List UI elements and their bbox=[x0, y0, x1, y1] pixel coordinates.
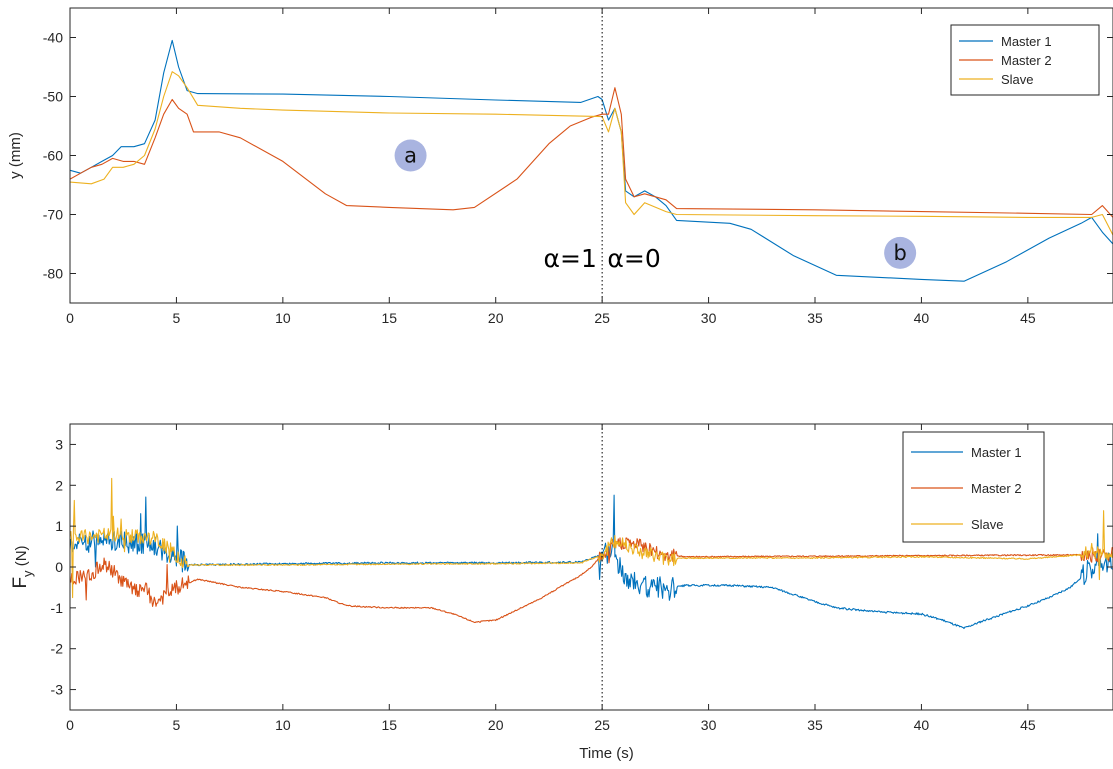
x-tick-label: 10 bbox=[275, 310, 291, 326]
legend-entry: Slave bbox=[1001, 72, 1034, 87]
alpha-annotation: α=0 bbox=[607, 244, 660, 273]
y-axis-label: Fy (N) bbox=[10, 545, 35, 588]
y-tick-label: -3 bbox=[51, 682, 64, 698]
x-tick-label: 45 bbox=[1020, 310, 1036, 326]
x-tick-label: 30 bbox=[701, 310, 717, 326]
x-tick-label: 5 bbox=[173, 310, 181, 326]
series-line-master-2 bbox=[70, 537, 1113, 624]
y-tick-label: -40 bbox=[43, 30, 63, 46]
x-tick-label: 20 bbox=[488, 310, 504, 326]
y-tick-label: -60 bbox=[43, 148, 63, 164]
x-tick-label: 40 bbox=[914, 310, 930, 326]
x-tick-label: 20 bbox=[488, 717, 504, 733]
y-axis-label: y (mm) bbox=[7, 132, 24, 179]
y-tick-label: -50 bbox=[43, 89, 63, 105]
x-tick-label: 0 bbox=[66, 717, 74, 733]
x-tick-label: 25 bbox=[594, 717, 610, 733]
y-tick-label: 2 bbox=[55, 477, 63, 493]
x-tick-label: 15 bbox=[381, 310, 397, 326]
y-tick-label: -80 bbox=[43, 266, 63, 282]
legend-entry: Master 2 bbox=[971, 481, 1022, 496]
series-line-master-1 bbox=[70, 39, 1113, 282]
y-tick-label: -2 bbox=[51, 641, 64, 657]
legend-entry: Master 1 bbox=[1001, 34, 1052, 49]
x-tick-label: 25 bbox=[594, 310, 610, 326]
marker-circle-b bbox=[884, 236, 917, 269]
x-tick-label: 0 bbox=[66, 310, 74, 326]
legend-entry: Master 2 bbox=[1001, 53, 1052, 68]
legend-entry: Master 1 bbox=[971, 445, 1022, 460]
series-group bbox=[70, 477, 1113, 630]
y-tick-label: 1 bbox=[55, 518, 63, 534]
force-plot: 0 5 10 15 20 25 30 35 40 45 -3 -2 -1 0 1 2 3 Fy (N) Time (… bbox=[10, 423, 1113, 762]
y-tick-label: -1 bbox=[51, 600, 64, 616]
legend-entry: Slave bbox=[971, 517, 1004, 532]
y-tick-label: 3 bbox=[55, 436, 63, 452]
plot-area bbox=[70, 8, 1113, 303]
y-tick-label: -70 bbox=[43, 207, 63, 223]
series-line-slave bbox=[70, 71, 1113, 236]
series-line-slave bbox=[70, 477, 1113, 599]
x-tick-label: 30 bbox=[701, 717, 717, 733]
y-tick-label: 0 bbox=[55, 559, 63, 575]
x-tick-label: 45 bbox=[1020, 717, 1036, 733]
x-tick-label: 10 bbox=[275, 717, 291, 733]
series-line-master-2 bbox=[70, 87, 1113, 218]
series-group bbox=[70, 39, 1113, 282]
x-tick-label: 35 bbox=[807, 310, 823, 326]
x-tick-label: 5 bbox=[173, 717, 181, 733]
x-tick-label: 40 bbox=[914, 717, 930, 733]
x-tick-label: 15 bbox=[381, 717, 397, 733]
x-axis-label: Time (s) bbox=[579, 745, 633, 762]
marker-label-a: a bbox=[404, 144, 417, 168]
alpha-annotation: α=1 bbox=[544, 244, 597, 273]
x-tick-label: 35 bbox=[807, 717, 823, 733]
legend-box bbox=[950, 24, 1100, 96]
marker-label-b: b bbox=[893, 241, 906, 265]
position-plot: 0 5 10 15 20 25 30 35 40 45 -80 -70 -60 -50 -40 y (mm) a… bbox=[7, 7, 1113, 326]
marker-circle-a bbox=[394, 139, 427, 172]
